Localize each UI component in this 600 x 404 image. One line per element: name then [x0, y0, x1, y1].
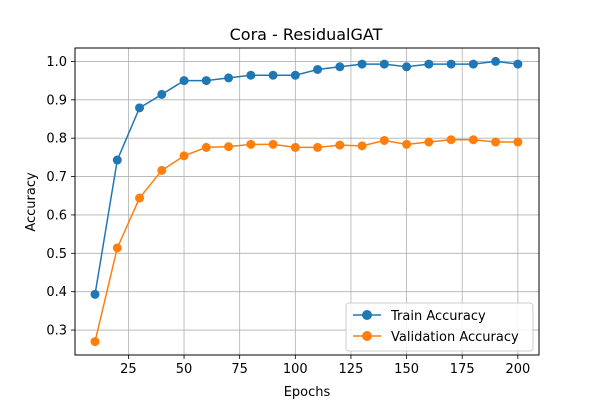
y-tick-label: 0.5 [46, 247, 67, 262]
validation-accuracy-point [491, 137, 501, 147]
train-accuracy-point [90, 289, 100, 299]
train-accuracy-point [157, 89, 167, 99]
train-accuracy-point [112, 155, 122, 165]
legend: Train Accuracy Validation Accuracy [345, 302, 534, 352]
train-accuracy-point [179, 76, 189, 86]
y-tick-label: 0.9 [46, 93, 67, 108]
train-accuracy-point [513, 59, 523, 69]
train-accuracy-point [135, 103, 145, 113]
x-tick-label: 150 [394, 362, 419, 377]
train-accuracy-point [424, 59, 434, 69]
validation-accuracy-point [268, 139, 278, 149]
validation-accuracy-point [157, 165, 167, 175]
train-accuracy-point [379, 59, 389, 69]
x-tick-label: 25 [120, 362, 137, 377]
validation-accuracy-point [313, 142, 323, 152]
train-accuracy-point [491, 56, 501, 66]
series-layer [90, 56, 523, 347]
y-tick-label: 0.7 [46, 170, 67, 185]
train-accuracy-point [468, 59, 478, 69]
validation-accuracy-point [335, 140, 345, 150]
x-tick-label: 100 [283, 362, 308, 377]
validation-accuracy-point [290, 142, 300, 152]
validation-accuracy-point [246, 139, 256, 149]
validation-accuracy-point [90, 337, 100, 347]
train-accuracy-point [357, 59, 367, 69]
validation-accuracy-point [379, 135, 389, 145]
train-accuracy-point [201, 76, 211, 86]
y-tick-label: 0.3 [46, 324, 67, 339]
x-tick-label: 175 [450, 362, 475, 377]
train-accuracy-point [268, 70, 278, 80]
x-tick-label: 200 [505, 362, 530, 377]
train-accuracy-point [246, 70, 256, 80]
validation-accuracy-point [468, 135, 478, 145]
validation-accuracy-point [224, 142, 234, 152]
train-accuracy-point [402, 62, 412, 72]
y-tick-label: 0.8 [46, 132, 67, 147]
validation-accuracy-point [112, 243, 122, 253]
validation-accuracy-point [179, 151, 189, 161]
train-accuracy-point [335, 62, 345, 72]
y-tick-label: 0.6 [46, 208, 67, 223]
x-tick-label: 125 [339, 362, 364, 377]
legend-label-validation: Validation Accuracy [391, 330, 519, 345]
grid [75, 48, 539, 355]
x-tick-label: 50 [176, 362, 193, 377]
train-accuracy-point [313, 64, 323, 74]
y-axis: 0.3 0.4 0.5 0.6 0.7 0.8 0.9 1.0 [46, 55, 75, 339]
x-axis-label: Epochs [284, 385, 331, 400]
y-tick-label: 1.0 [46, 55, 67, 70]
train-accuracy-point [224, 73, 234, 83]
validation-accuracy-point [201, 142, 211, 152]
validation-accuracy-point [357, 141, 367, 151]
y-axis-label: Accuracy [24, 172, 39, 232]
validation-accuracy-point [424, 137, 434, 147]
x-axis: 25 50 75 100 125 150 175 200 [120, 355, 530, 377]
validation-accuracy-point [402, 139, 412, 149]
plot-frame [74, 47, 540, 356]
train-accuracy-point [290, 70, 300, 80]
legend-marker-train [362, 310, 372, 320]
x-tick-label: 75 [231, 362, 248, 377]
y-tick-label: 0.4 [46, 285, 67, 300]
validation-accuracy-point [135, 193, 145, 203]
train-accuracy-point [446, 59, 456, 69]
chart-title: Cora - ResidualGAT [230, 25, 383, 44]
legend-marker-validation [362, 331, 372, 341]
legend-label-train: Train Accuracy [390, 309, 486, 324]
validation-accuracy-point [446, 135, 456, 145]
validation-accuracy-point [513, 137, 523, 147]
legend-box [345, 302, 534, 352]
